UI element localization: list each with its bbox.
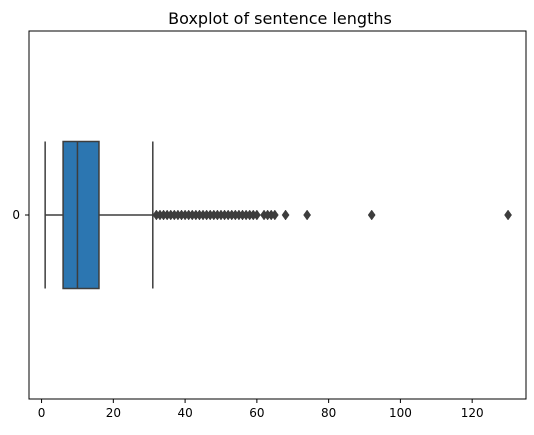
outlier-point <box>367 209 376 221</box>
outlier-point <box>252 209 261 221</box>
outlier-point <box>281 209 290 221</box>
x-tick-label: 20 <box>106 406 121 420</box>
box-iqr <box>62 140 100 290</box>
plot-area <box>44 140 512 290</box>
y-axis: 0 <box>12 208 29 222</box>
x-tick-label: 100 <box>389 406 412 420</box>
x-tick-label: 120 <box>461 406 484 420</box>
x-tick-label: 80 <box>321 406 336 420</box>
x-tick-label: 40 <box>177 406 192 420</box>
outlier-point <box>270 209 279 221</box>
chart-title: Boxplot of sentence lengths <box>168 9 392 28</box>
outlier-point <box>504 209 512 221</box>
y-tick-label: 0 <box>12 208 20 222</box>
x-tick-label: 0 <box>38 406 46 420</box>
x-tick-label: 60 <box>249 406 264 420</box>
x-axis: 0 20 40 60 80 100 120 <box>38 399 484 420</box>
outlier-point <box>303 209 312 221</box>
